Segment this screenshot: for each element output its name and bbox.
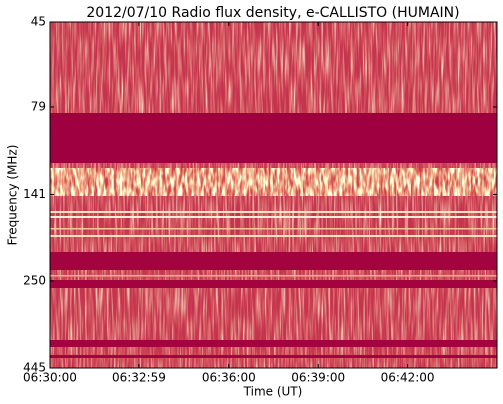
emission-line — [50, 211, 497, 213]
y-axis-label: Frequency (MHz) — [6, 145, 20, 246]
dark-band — [50, 280, 497, 288]
x-tick-label: 06:36:00 — [202, 371, 256, 385]
emission-line — [50, 216, 497, 218]
x-tick-label: 06:39:00 — [291, 371, 345, 385]
dark-band — [50, 355, 497, 358]
x-tick-label: 06:42:00 — [381, 371, 435, 385]
bright-band — [50, 168, 497, 196]
plot-frame — [49, 21, 498, 369]
y-tick-label: 79 — [31, 99, 46, 113]
x-tick-label: 06:30:00 — [23, 371, 77, 385]
x-axis-label: Time (UT) — [243, 385, 303, 399]
dark-band — [50, 340, 497, 347]
chart-title: 2012/07/10 Radio flux density, e-CALLIST… — [86, 5, 459, 21]
y-tick-label: 445 — [23, 361, 46, 375]
x-tick-label: 06:32:59 — [112, 371, 166, 385]
emission-line — [50, 228, 497, 230]
emission-line — [50, 275, 497, 277]
spectrogram-image — [50, 22, 497, 368]
y-tick-label: 141 — [23, 187, 46, 201]
y-tick-label: 250 — [23, 273, 46, 287]
y-tick-label: 45 — [31, 15, 46, 29]
dark-band — [50, 252, 497, 270]
emission-line — [50, 235, 497, 237]
dark-band — [50, 113, 497, 163]
